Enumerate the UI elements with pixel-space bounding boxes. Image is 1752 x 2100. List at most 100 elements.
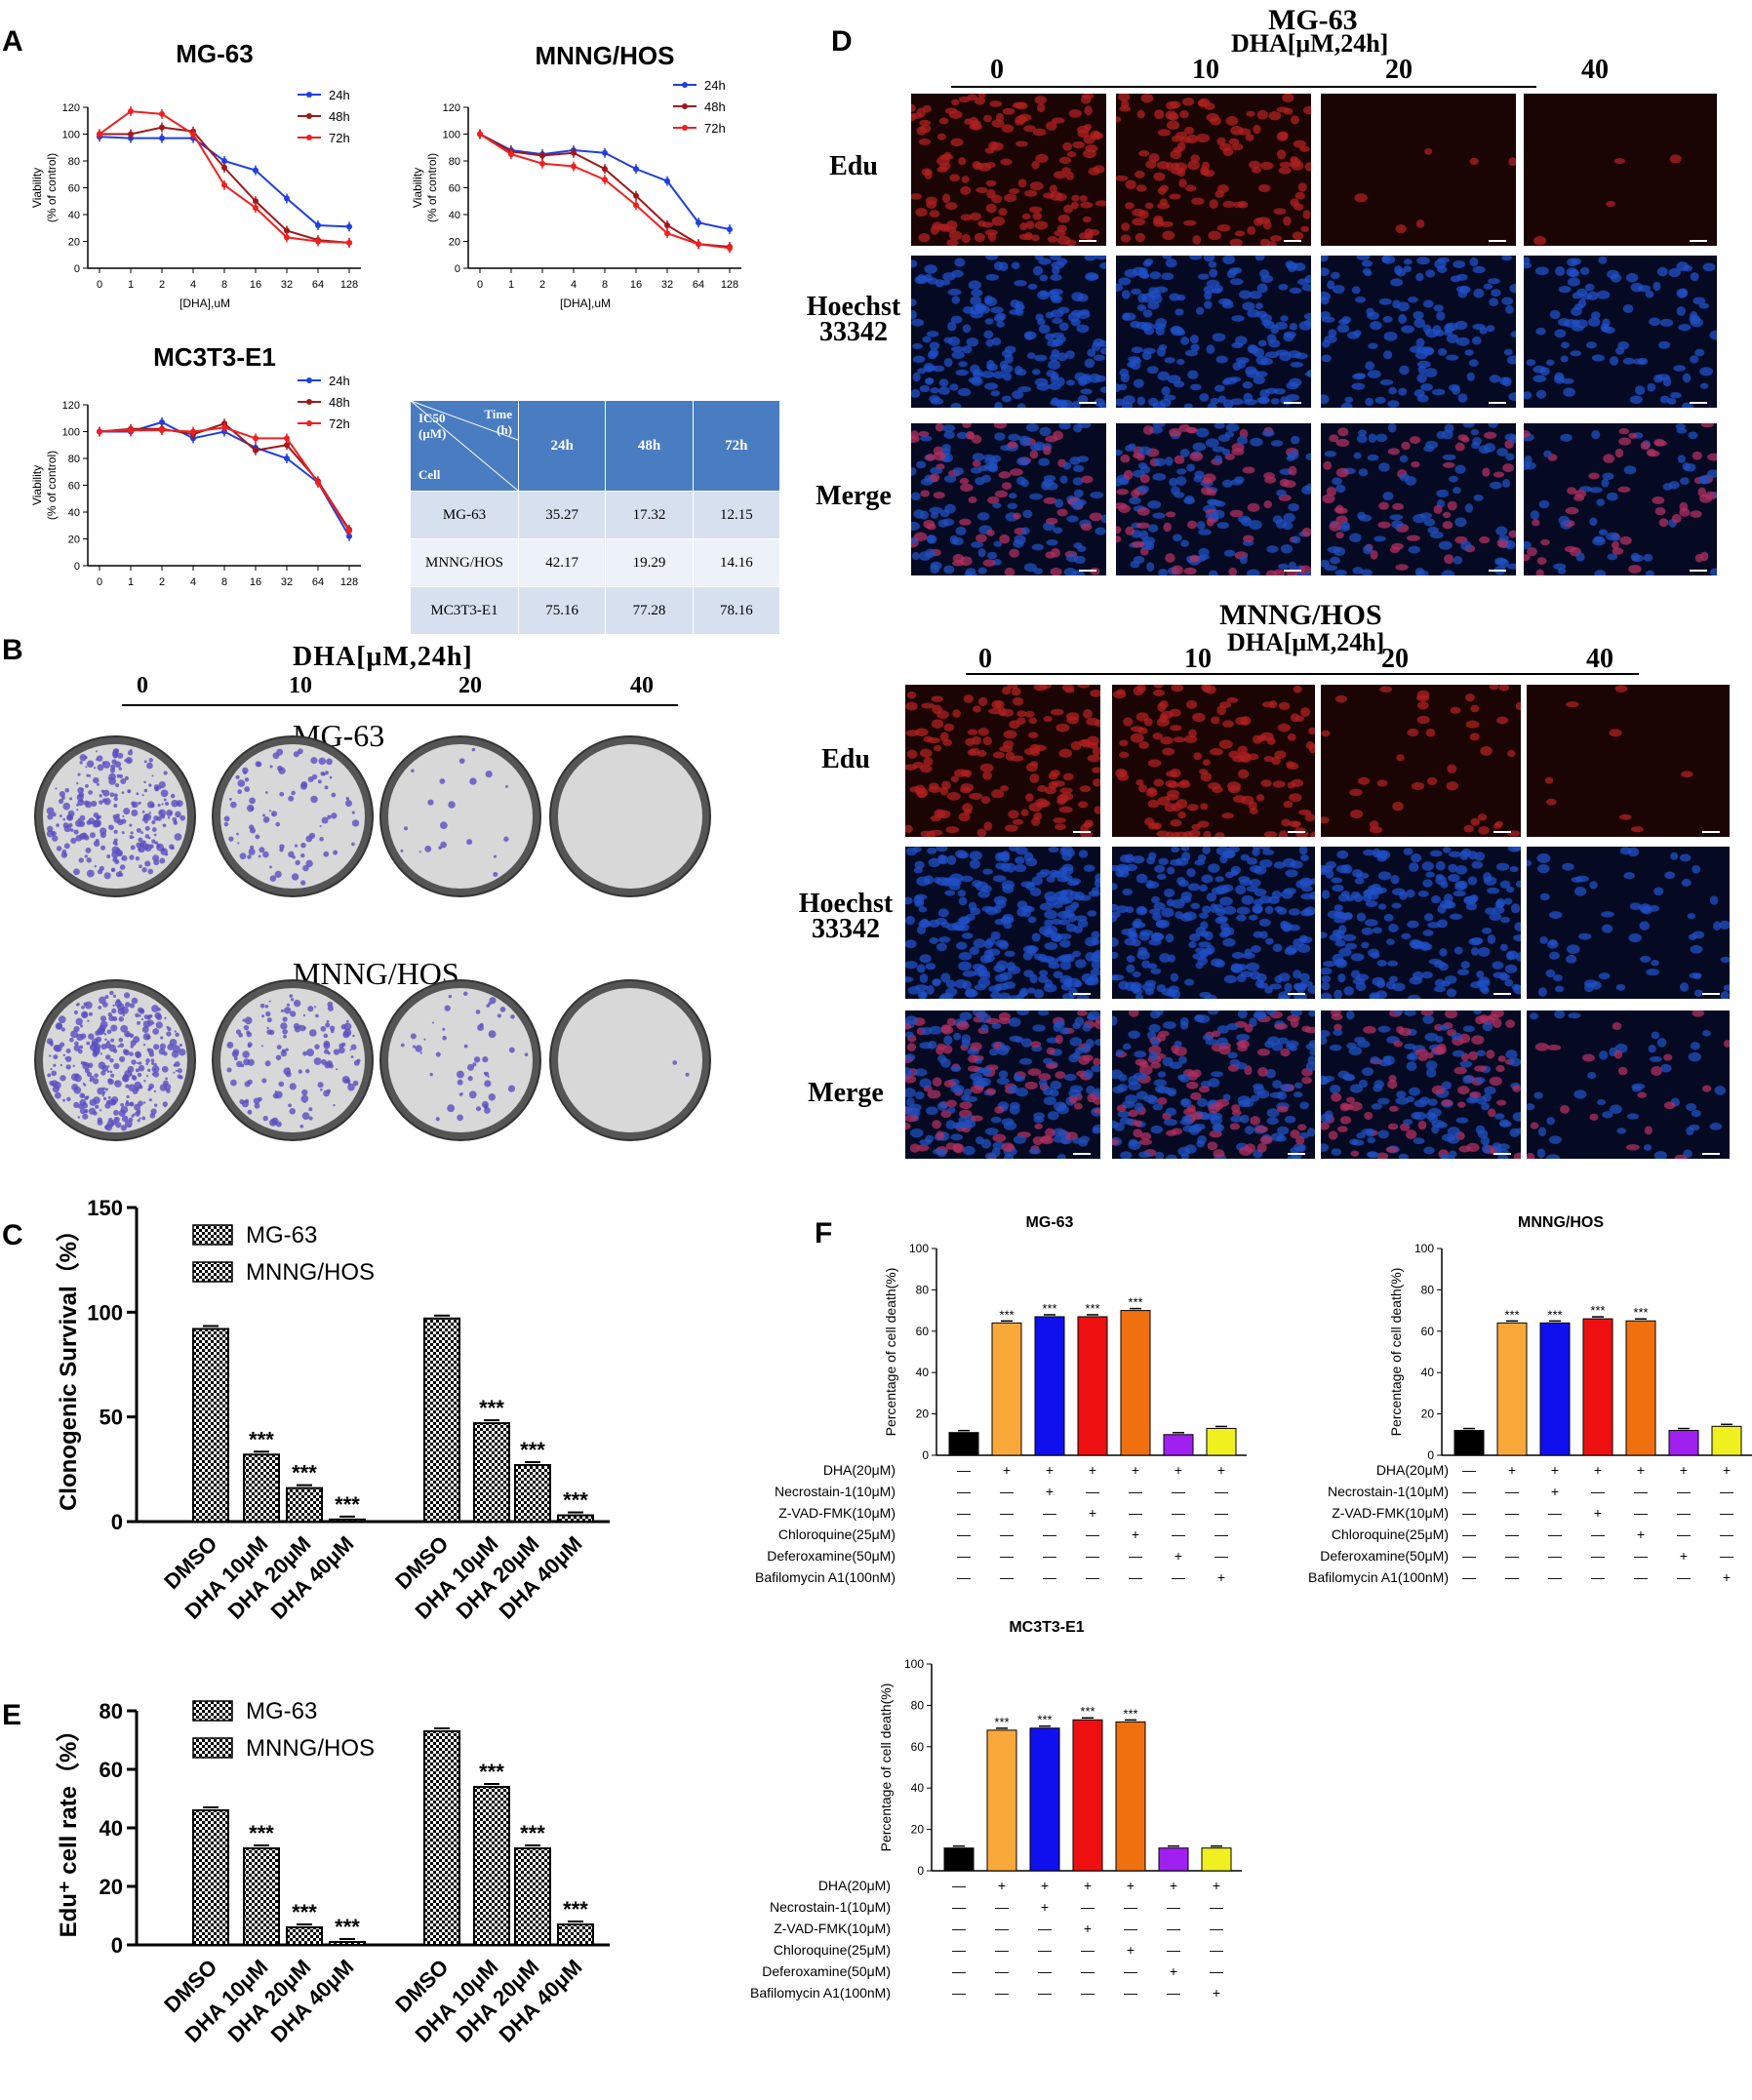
d-row-label: Hoechst 33342 (806, 292, 901, 347)
nucleus (1125, 863, 1137, 872)
nucleus (1136, 485, 1149, 494)
colony (244, 1016, 253, 1025)
nucleus (986, 495, 1000, 504)
colony (346, 1019, 349, 1023)
colony (162, 1101, 169, 1107)
nucleus (1289, 287, 1302, 295)
nucleus (1328, 1130, 1338, 1140)
colony (47, 1073, 52, 1078)
nucleus (1414, 318, 1426, 329)
nucleus (1298, 934, 1308, 942)
nucleus (965, 913, 976, 922)
nucleus (1055, 823, 1066, 831)
colony (120, 1102, 124, 1107)
nucleus (1157, 129, 1171, 137)
micrograph-merge (905, 1010, 1100, 1159)
colony (112, 1015, 118, 1022)
colony (144, 819, 148, 824)
colony (153, 859, 160, 866)
nucleus (1252, 847, 1262, 851)
nucleus (1068, 1053, 1080, 1063)
nucleus (1513, 1152, 1521, 1159)
colony (302, 1050, 307, 1056)
nucleus (1264, 1040, 1275, 1049)
colony (143, 760, 147, 764)
nucleus (1253, 1083, 1264, 1090)
colony (144, 834, 150, 839)
nucleus (1566, 944, 1580, 955)
colony (275, 1054, 282, 1061)
colony (143, 1079, 146, 1083)
nucleus (975, 477, 985, 486)
colony (100, 1015, 107, 1022)
nucleus (1137, 462, 1148, 469)
colony (283, 1034, 287, 1039)
y-tick-label: 50 (100, 1406, 123, 1430)
ic50-header-time: Time (h) (484, 407, 512, 437)
colony (137, 1072, 142, 1078)
nucleus (1134, 922, 1146, 929)
colony (160, 1036, 164, 1040)
data-point (315, 479, 321, 486)
significance-label: *** (292, 1461, 317, 1486)
nucleus (1671, 514, 1682, 524)
nucleus (1463, 895, 1478, 904)
nucleus (1653, 887, 1664, 896)
nucleus (1029, 206, 1043, 214)
nucleus (1084, 358, 1095, 369)
nucleus (1470, 704, 1480, 713)
colony (133, 1113, 136, 1116)
colony (403, 826, 409, 831)
nucleus (1663, 1101, 1676, 1110)
nucleus (926, 985, 935, 995)
nucleus (982, 771, 993, 780)
colony (109, 1070, 113, 1074)
nucleus (1355, 872, 1370, 880)
colony (62, 1098, 65, 1102)
colony (102, 761, 111, 769)
data-point (571, 149, 577, 156)
nucleus (1617, 486, 1631, 493)
colony (147, 1068, 151, 1073)
nucleus (991, 1022, 1002, 1029)
colony (115, 783, 120, 788)
nucleus (1065, 350, 1075, 360)
nucleus (1602, 318, 1611, 328)
nucleus (1442, 1155, 1455, 1159)
nucleus (1686, 1127, 1694, 1136)
nucleus (1336, 324, 1350, 334)
nucleus (905, 961, 918, 970)
nucleus (994, 973, 1009, 982)
nucleus (993, 423, 1008, 429)
nucleus (1379, 686, 1393, 693)
nucleus (1044, 941, 1058, 950)
colony (302, 1013, 306, 1017)
treatment-mark: — (1086, 1548, 1099, 1564)
nucleus (1095, 256, 1106, 260)
d-row-label: Merge (816, 481, 892, 511)
b-dose-line (122, 704, 678, 706)
nucleus (1207, 1141, 1218, 1151)
nucleus (1566, 701, 1579, 708)
nucleus (1606, 201, 1616, 208)
colony (86, 857, 92, 863)
nucleus (1593, 535, 1605, 543)
colony (100, 832, 106, 839)
colony (255, 761, 261, 768)
nucleus (1015, 1087, 1028, 1097)
legend-marker (682, 125, 688, 131)
nucleus (927, 737, 940, 744)
treatment-mark: — (957, 1526, 971, 1542)
nucleus (1378, 462, 1390, 472)
micrograph-bg (1527, 1010, 1730, 1159)
colony (173, 1071, 176, 1074)
nucleus (992, 751, 1005, 759)
nucleus (1488, 423, 1498, 428)
colony (117, 851, 123, 856)
data-point (253, 447, 259, 454)
x-tick-label: 16 (250, 576, 261, 588)
nucleus (1336, 1126, 1348, 1132)
colony (74, 819, 83, 827)
nucleus (1455, 864, 1467, 875)
